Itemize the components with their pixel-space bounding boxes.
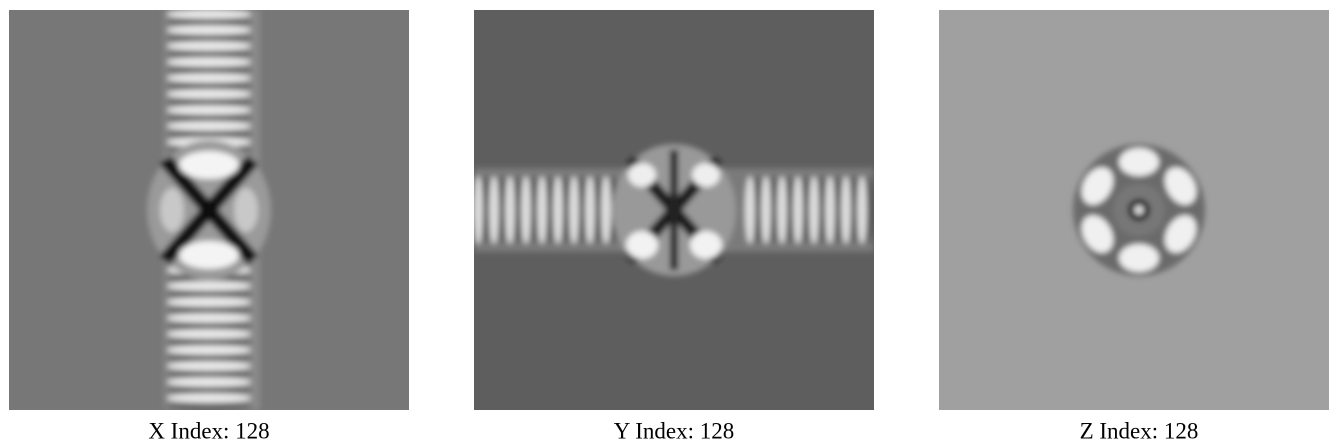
texture [167,393,251,403]
page: X Index: 128 Y Index: 128 Z Index: 128 (… [0,0,1329,445]
slice-x-image [147,9,271,410]
texture [473,176,483,244]
texture [515,176,521,244]
texture [761,176,771,244]
texture [165,307,253,313]
texture [857,176,867,244]
texture [167,377,251,387]
texture [867,176,873,244]
texture [537,176,547,244]
texture [165,131,253,137]
texture [521,176,531,244]
texture [601,176,611,244]
texture [787,176,793,244]
texture [489,176,499,244]
texture [841,176,851,244]
texture [167,345,251,355]
texture [165,83,253,89]
texture [531,176,537,244]
caption: X Index: 128 [148,418,269,443]
texture [167,41,251,51]
texture [165,387,253,393]
texture [165,403,253,409]
texture [771,176,777,244]
texture [179,151,239,179]
texture [803,176,809,244]
texture [167,105,251,115]
texture [745,176,755,244]
texture [793,176,803,244]
texture [179,241,239,269]
texture [167,281,251,291]
texture [569,176,579,244]
texture [167,73,251,83]
texture [234,188,258,232]
texture [165,339,253,345]
figure: X Index: 128 Y Index: 128 Z Index: 128 [0,0,1329,445]
texture [160,188,184,232]
texture [819,176,825,244]
texture [167,25,251,35]
texture [483,176,489,244]
texture [165,115,253,121]
texture [165,371,253,377]
texture [167,57,251,67]
texture [165,99,253,105]
texture [167,9,251,19]
texture [585,176,595,244]
texture [563,176,569,244]
texture [809,176,819,244]
caption: Y Index: 128 [614,418,735,443]
texture [579,176,585,244]
texture [547,176,553,244]
texture [626,231,658,259]
texture [595,176,601,244]
texture [167,361,251,371]
texture [165,19,253,25]
texture [165,291,253,297]
texture [505,176,515,244]
texture [165,51,253,57]
texture [1119,244,1159,272]
slice-z-image [1073,144,1205,276]
texture [167,313,251,323]
texture [499,176,505,244]
texture [167,121,251,131]
texture [690,231,722,259]
texture [670,150,678,270]
texture [1119,148,1159,176]
texture [628,163,656,187]
texture [777,176,787,244]
texture [755,176,761,244]
texture [167,297,251,307]
texture [553,176,563,244]
texture [165,67,253,73]
texture [1134,205,1144,215]
texture [165,323,253,329]
texture [167,329,251,339]
texture [692,163,720,187]
texture [165,35,253,41]
texture [825,176,835,244]
texture [165,355,253,361]
texture [835,176,841,244]
texture [167,89,251,99]
caption: Z Index: 128 [1080,418,1199,443]
texture [851,176,857,244]
